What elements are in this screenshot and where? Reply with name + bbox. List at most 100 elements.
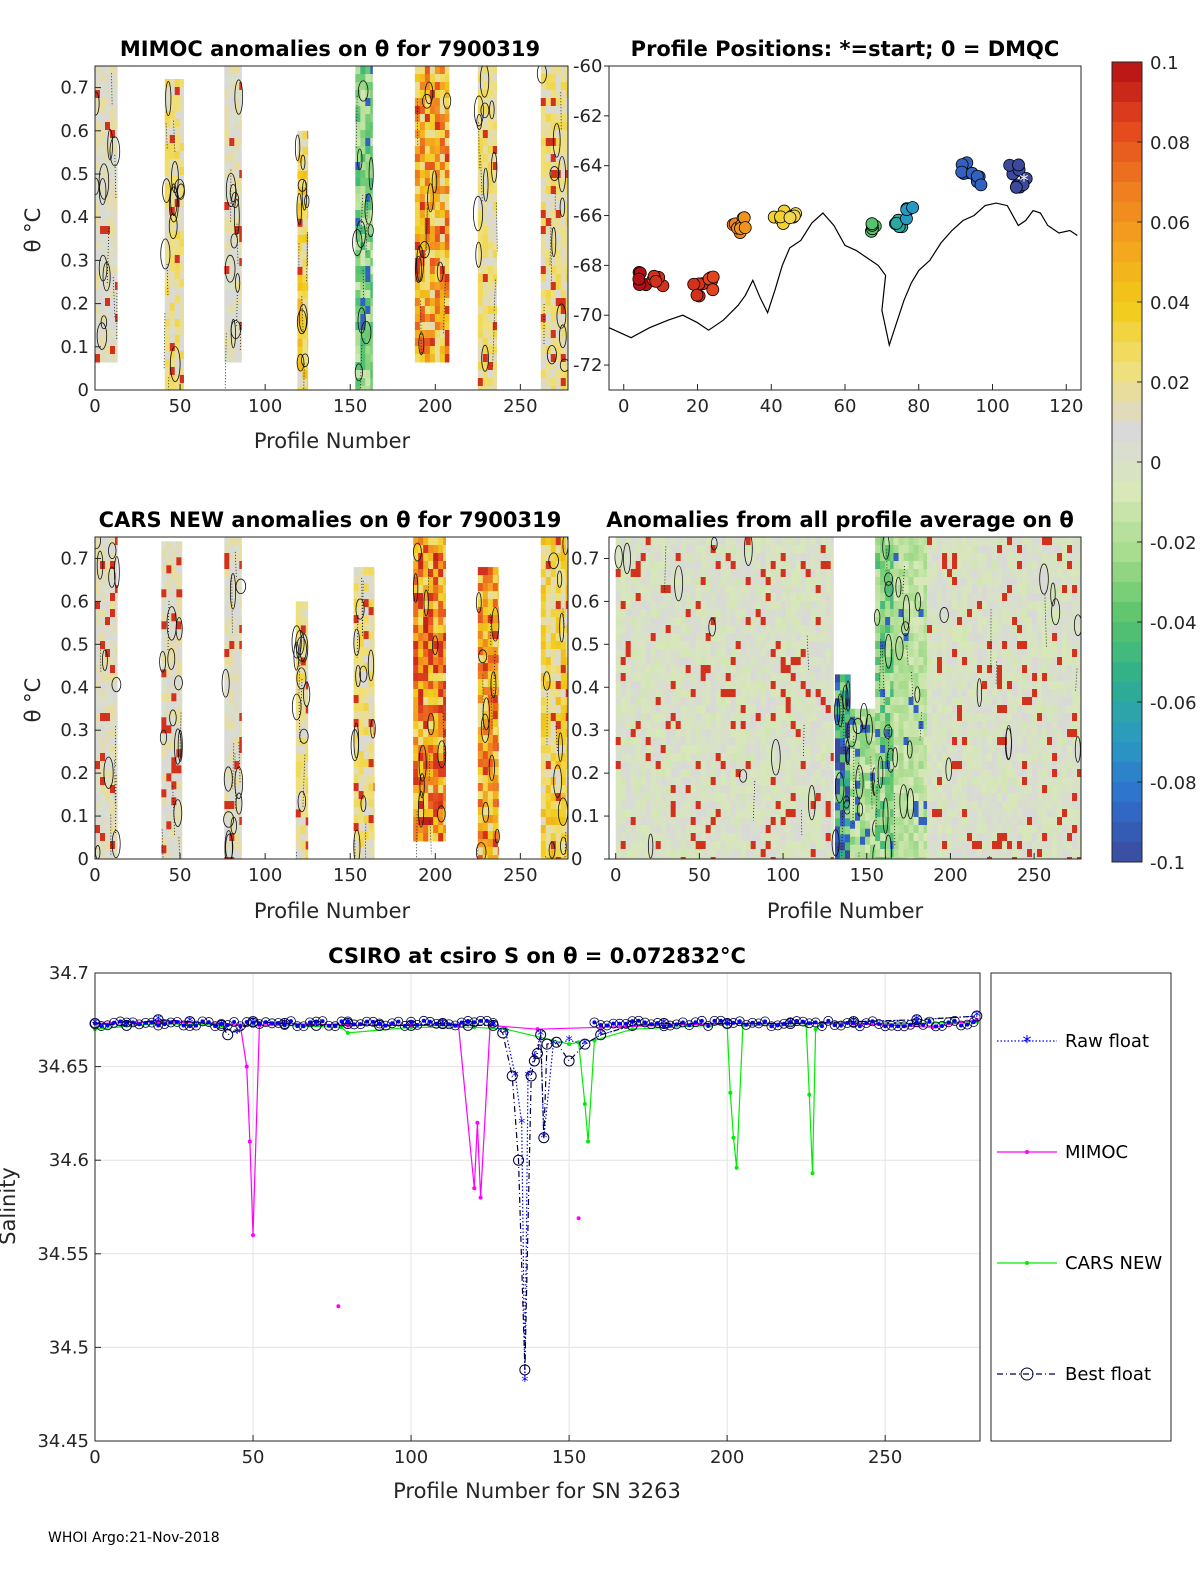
y-tick-label: 34.65	[37, 1057, 89, 1078]
data-point	[582, 1102, 587, 1107]
cars-ylabel: θ °C	[21, 678, 45, 723]
colorbar-segment	[1112, 582, 1142, 603]
colorbar-tick-label: 0	[1150, 453, 1161, 474]
contour-line	[296, 309, 307, 335]
x-tick-label: 200	[710, 1447, 744, 1468]
anomaly-band	[294, 130, 310, 390]
data-point	[753, 1018, 764, 1029]
contour-line	[171, 161, 179, 194]
contour-line	[166, 264, 169, 296]
profile-position-marker	[706, 270, 720, 284]
contour-line	[174, 675, 183, 691]
contour-line	[475, 842, 487, 859]
contour-line	[482, 801, 490, 823]
legend-label: CARS NEW	[1065, 1253, 1162, 1274]
contour-line	[708, 617, 716, 637]
profile-cluster	[965, 166, 988, 192]
data-point: *	[344, 1017, 351, 1033]
contour-line	[480, 713, 490, 743]
colorbar-tick-label: -0.1	[1150, 853, 1185, 874]
contour-line	[177, 183, 185, 200]
data-point	[286, 1016, 296, 1026]
y-tick-label: 0.7	[60, 78, 89, 99]
colorbar-segment	[1112, 322, 1142, 343]
colorbar-tick-label: 0.08	[1150, 133, 1190, 154]
data-point	[889, 1023, 894, 1028]
x-tick-label: 200	[418, 865, 452, 886]
contour-line	[845, 680, 851, 712]
contour-line	[111, 829, 121, 859]
contour-line	[230, 318, 236, 349]
contour-line	[233, 198, 240, 236]
data-point	[320, 1019, 325, 1024]
profile-cluster	[1003, 158, 1026, 181]
data-point	[172, 1017, 183, 1027]
salinity-panel: CSIRO at csiro S on θ = 0.072832°C 0 50 10…	[0, 944, 1172, 1503]
colorbar-segment	[1112, 742, 1142, 763]
data-point	[769, 1024, 774, 1029]
data-point	[737, 1019, 742, 1024]
contour-line	[239, 321, 242, 352]
x-tick-label: 200	[418, 396, 452, 417]
contour-line	[623, 542, 631, 575]
contour-line	[884, 581, 894, 597]
data-point	[465, 1018, 470, 1023]
y-tick-label: -64	[573, 156, 602, 177]
data-point	[766, 1021, 777, 1032]
y-tick-label: 0.1	[60, 806, 89, 827]
data-point	[734, 1016, 745, 1027]
contour-line	[162, 178, 171, 203]
y-tick-label: 0.4	[571, 677, 600, 698]
contour-line	[359, 665, 368, 683]
data-point	[908, 1022, 913, 1027]
data-point	[282, 1023, 287, 1028]
contour-line	[173, 120, 176, 152]
data-point	[206, 1020, 211, 1025]
contour-line	[418, 744, 427, 782]
data-point	[358, 1022, 363, 1027]
data-point	[352, 1022, 357, 1027]
contour-line	[360, 194, 364, 236]
contour-line	[1004, 728, 1012, 761]
contour-line	[229, 573, 236, 610]
data-point	[914, 1020, 919, 1025]
colorbar-segment	[1112, 122, 1142, 143]
contour-line	[98, 163, 110, 200]
anomaly-band	[352, 66, 374, 390]
x-tick-label: 0	[89, 865, 100, 886]
contour-line	[560, 92, 562, 130]
data-point	[567, 1042, 572, 1047]
data-point	[962, 1019, 973, 1030]
contour-line	[159, 729, 168, 746]
data-point	[213, 1024, 218, 1029]
data-point	[247, 1139, 252, 1144]
colorbar-tick-label: 0.04	[1150, 293, 1190, 314]
data-point: *	[550, 1037, 557, 1053]
cars-plot-area: 0 50 100 150 200 250 0 0.1 0.2 0.3 0.4 0.5 0.6 0.7	[60, 536, 569, 886]
axes-frame	[608, 536, 1082, 860]
x-tick-label: 250	[868, 1447, 902, 1468]
contour-line	[491, 606, 500, 642]
colorbar-segment	[1112, 522, 1142, 543]
contour-line	[234, 753, 237, 811]
contour-line	[356, 148, 363, 171]
data-point	[788, 1020, 793, 1025]
data-point	[406, 1016, 416, 1027]
y-tick-label: 0.6	[571, 591, 600, 612]
legend-marker	[1020, 1367, 1034, 1381]
y-tick-label: 0.5	[60, 634, 89, 655]
data-point	[949, 1015, 960, 1026]
data-point	[102, 1020, 113, 1031]
contour-line	[354, 363, 363, 382]
contour-line	[939, 607, 949, 623]
mimoc-title: MIMOC anomalies on θ for 7900319	[120, 37, 540, 61]
data-point	[105, 1023, 110, 1028]
profile-cluster	[632, 265, 653, 292]
contour-line	[364, 193, 373, 225]
contour-line	[238, 742, 241, 783]
contour-line	[855, 764, 864, 800]
contour-line	[95, 537, 101, 549]
y-tick-label: 0.2	[60, 763, 89, 784]
data-point	[428, 1019, 433, 1024]
contour-line	[995, 661, 998, 685]
